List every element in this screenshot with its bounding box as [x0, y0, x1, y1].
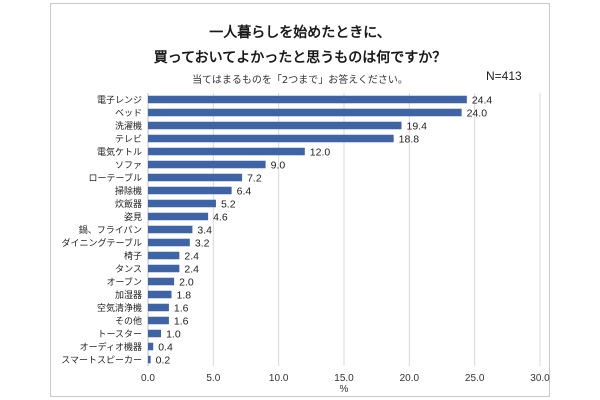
value-label: 3.4 [197, 225, 212, 237]
bar [148, 186, 232, 195]
bar [148, 225, 193, 234]
category-label: テレビ [115, 134, 142, 145]
value-label: 5.2 [221, 199, 236, 211]
value-label: 24.4 [472, 95, 493, 107]
value-label: 3.2 [195, 238, 210, 250]
x-tick-label: 25.0 [465, 373, 485, 384]
category-label: ソファ [115, 161, 142, 171]
value-label: 7.2 [247, 173, 262, 185]
x-tick-label: 20.0 [400, 373, 420, 384]
value-label: 4.6 [213, 212, 228, 224]
x-tick-label: 0.0 [141, 373, 155, 384]
bar [148, 199, 216, 208]
category-label: トースター [97, 329, 142, 340]
category-label: 鍋、フライパン [79, 224, 142, 236]
bar [148, 134, 394, 143]
x-tick-label: 5.0 [206, 373, 220, 384]
value-label: 1.6 [174, 303, 189, 315]
category-label: ベッド [115, 109, 142, 119]
sample-size-label: N=413 [486, 69, 522, 83]
category-label: その他 [115, 315, 142, 327]
bar [148, 303, 169, 312]
category-label: 加湿器 [115, 290, 142, 301]
value-label: 0.2 [156, 355, 171, 367]
x-tick-label: 10.0 [269, 373, 289, 384]
value-label: 2.4 [184, 251, 199, 263]
category-label: ダイニングテーブル [62, 237, 142, 249]
category-label: 洗濯機 [115, 120, 142, 132]
bar [148, 95, 467, 104]
bar [148, 290, 172, 299]
bar [148, 212, 209, 221]
x-tick-label: 30.0 [530, 373, 550, 384]
category-label: オーディオ機器 [80, 341, 142, 353]
value-label: 24.0 [467, 108, 488, 120]
chart-subtitle: 当てはまるものを「2つまで」お答えください。 [192, 75, 408, 86]
bar [148, 264, 180, 273]
x-tick-label: 15.0 [334, 373, 354, 384]
value-label: 2.0 [179, 277, 194, 289]
value-label: 12.0 [310, 147, 331, 159]
category-label: タンス [115, 264, 142, 275]
value-label: 9.0 [271, 160, 286, 172]
category-label: 電気ケトル [97, 146, 142, 158]
bar [148, 355, 151, 364]
category-label: 電子レンジ [97, 95, 142, 106]
bar [148, 108, 462, 117]
category-label: 空気清浄機 [97, 302, 142, 314]
bar [148, 342, 154, 351]
bar [148, 147, 305, 156]
value-label: 6.4 [237, 186, 252, 198]
value-label: 2.4 [184, 264, 199, 276]
bar [148, 121, 402, 130]
value-label: 0.4 [158, 342, 173, 354]
value-label: 19.4 [406, 121, 427, 133]
category-label: 椅子 [124, 250, 142, 262]
chart-title-line-1: 一人暮らしを始めたときに、 [209, 25, 391, 41]
category-label: オーブン [107, 276, 142, 288]
bar [148, 316, 169, 325]
bar [148, 160, 266, 169]
bar [148, 238, 190, 247]
value-label: 1.8 [177, 290, 192, 302]
bar [148, 277, 175, 286]
bar [148, 173, 243, 182]
bar [148, 329, 162, 338]
bar [148, 251, 180, 260]
x-axis-label: % [340, 384, 349, 395]
category-label: 掃除機 [115, 185, 142, 197]
category-label: スマートスピーカー [61, 355, 142, 366]
value-label: 1.0 [166, 329, 181, 341]
category-label: 姿見 [124, 211, 142, 223]
value-label: 1.6 [174, 316, 189, 328]
value-label: 18.8 [399, 134, 420, 146]
chart-frame [50, 3, 550, 397]
chart-title-line-2: 買っておいてよかったと思うものは何ですか？ [153, 50, 447, 66]
category-label: ローテーブル [89, 172, 142, 184]
category-label: 炊飯器 [115, 198, 142, 210]
